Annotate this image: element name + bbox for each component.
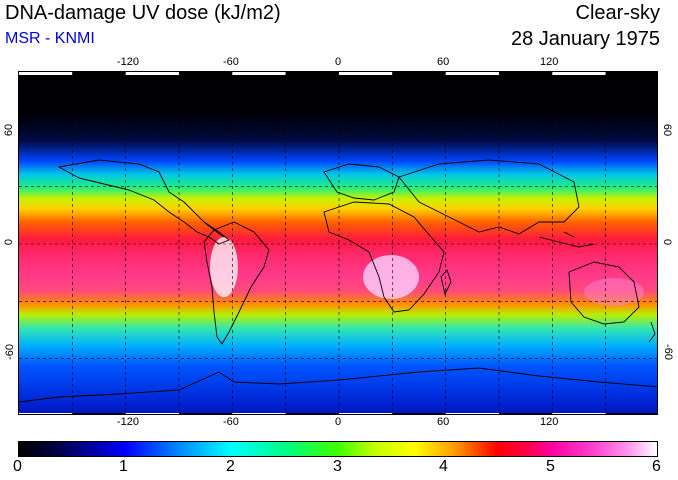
- lon-label-top: -60: [223, 56, 239, 68]
- coastline-australia: [568, 261, 640, 325]
- colorbar: [18, 441, 658, 457]
- colorbar-tick-label: 3: [333, 458, 342, 475]
- coastline-indonesia: [538, 231, 595, 248]
- coastline-new-zealand: [648, 321, 656, 343]
- colorbar-tick-label: 6: [652, 458, 661, 475]
- lon-label-top: 0: [335, 56, 342, 68]
- lat-label-right: 60: [661, 123, 674, 137]
- lon-label-top: -120: [117, 56, 140, 68]
- high-dose-patch-south-america: [210, 237, 238, 297]
- colorbar-tick-label: 4: [439, 458, 448, 475]
- coastline-madagascar: [440, 269, 452, 296]
- uv-dose-map: [18, 71, 658, 415]
- coastline-antarctica: [19, 367, 657, 403]
- high-dose-patch-australia: [584, 278, 644, 306]
- lon-label-bottom: -60: [223, 416, 239, 428]
- sky-condition-label: Clear-sky: [575, 2, 660, 24]
- colorbar-tick-label: 2: [226, 458, 235, 475]
- lat-label-right: 0: [661, 238, 674, 246]
- lat-label-left: -60: [3, 344, 16, 360]
- coastline-central-america: [203, 221, 225, 238]
- lon-label-bottom: -120: [117, 416, 140, 428]
- high-dose-patch-africa: [363, 255, 419, 299]
- lat-label-left: 0: [3, 238, 16, 246]
- lat-label-right: -60: [661, 344, 674, 360]
- source-label: MSR - KNMI: [5, 30, 95, 47]
- frame-ticks-horizontal: [19, 72, 657, 414]
- graticule: [19, 72, 657, 414]
- lon-label-top: 120: [540, 56, 559, 68]
- coastline-asia: [398, 159, 580, 235]
- lon-label-bottom: 60: [437, 416, 450, 428]
- colorbar-tick-label: 0: [13, 458, 22, 475]
- lon-label-bottom: 120: [540, 416, 559, 428]
- lat-label-left: 60: [3, 123, 16, 137]
- colorbar-tick-label: 1: [119, 458, 128, 475]
- date-label: 28 January 1975: [510, 28, 660, 50]
- coastline-south-america: [203, 221, 270, 345]
- coastline-north-america: [57, 159, 230, 245]
- chart-title: DNA-damage UV dose (kJ/m2): [5, 2, 281, 24]
- colorbar-tick-label: 5: [546, 458, 555, 475]
- coastline-africa: [323, 201, 445, 313]
- coastlines: [19, 159, 657, 403]
- coastline-europe: [323, 163, 400, 201]
- lon-label-top: 60: [437, 56, 450, 68]
- lon-label-bottom: 0: [335, 416, 342, 428]
